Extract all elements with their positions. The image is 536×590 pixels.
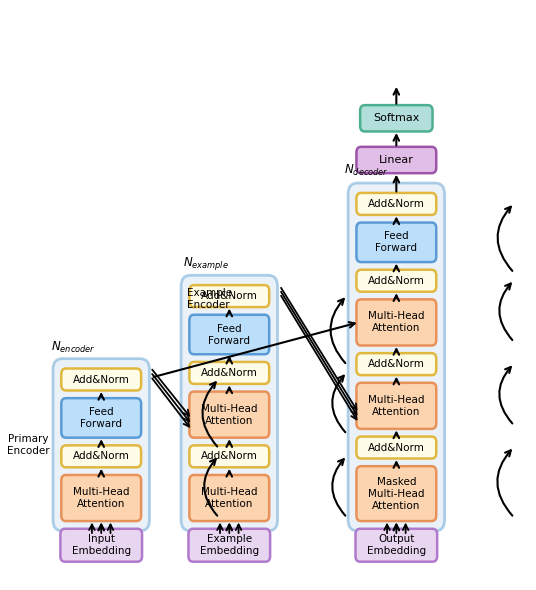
FancyBboxPatch shape [189, 362, 269, 384]
Text: Primary
Encoder: Primary Encoder [6, 434, 49, 455]
Text: Feed
Forward: Feed Forward [209, 323, 250, 346]
Text: Add&Norm: Add&Norm [368, 199, 425, 209]
Text: Add&Norm: Add&Norm [201, 368, 258, 378]
FancyBboxPatch shape [181, 276, 278, 531]
Text: Add&Norm: Add&Norm [368, 359, 425, 369]
Text: Softmax: Softmax [373, 113, 420, 123]
FancyBboxPatch shape [356, 383, 436, 429]
FancyBboxPatch shape [189, 529, 270, 562]
Text: Add&Norm: Add&Norm [73, 375, 130, 385]
Text: Input
Embedding: Input Embedding [72, 534, 131, 556]
FancyBboxPatch shape [360, 105, 433, 132]
Text: Add&Norm: Add&Norm [368, 276, 425, 286]
FancyBboxPatch shape [61, 369, 141, 391]
FancyBboxPatch shape [356, 270, 436, 291]
Text: Feed
Forward: Feed Forward [375, 231, 418, 253]
Text: Add&Norm: Add&Norm [73, 451, 130, 461]
Text: Masked
Multi-Head
Attention: Masked Multi-Head Attention [368, 477, 425, 510]
FancyBboxPatch shape [356, 222, 436, 262]
FancyBboxPatch shape [348, 183, 444, 531]
FancyBboxPatch shape [61, 445, 141, 467]
Text: Example
Encoder: Example Encoder [187, 289, 232, 310]
FancyBboxPatch shape [189, 314, 269, 354]
FancyBboxPatch shape [61, 475, 141, 521]
FancyBboxPatch shape [189, 475, 269, 521]
FancyBboxPatch shape [189, 392, 269, 438]
Text: Output
Embedding: Output Embedding [367, 534, 426, 556]
Text: Feed
Forward: Feed Forward [80, 407, 122, 429]
FancyBboxPatch shape [356, 147, 436, 173]
Text: Multi-Head
Attention: Multi-Head Attention [201, 487, 257, 509]
Text: $N_{decoder}$: $N_{decoder}$ [344, 162, 389, 178]
FancyBboxPatch shape [355, 529, 437, 562]
FancyBboxPatch shape [61, 529, 142, 562]
FancyBboxPatch shape [189, 285, 269, 307]
Text: Multi-Head
Attention: Multi-Head Attention [73, 487, 130, 509]
FancyBboxPatch shape [61, 398, 141, 438]
FancyBboxPatch shape [356, 466, 436, 521]
Text: Example
Embedding: Example Embedding [200, 534, 259, 556]
FancyBboxPatch shape [356, 353, 436, 375]
FancyBboxPatch shape [53, 359, 150, 531]
FancyBboxPatch shape [356, 437, 436, 458]
FancyBboxPatch shape [356, 299, 436, 346]
Text: Multi-Head
Attention: Multi-Head Attention [368, 395, 425, 417]
FancyBboxPatch shape [356, 193, 436, 215]
Text: Linear: Linear [379, 155, 414, 165]
Text: $N_{encoder}$: $N_{encoder}$ [51, 340, 96, 355]
FancyBboxPatch shape [189, 445, 269, 467]
Text: Multi-Head
Attention: Multi-Head Attention [201, 404, 257, 425]
Text: Add&Norm: Add&Norm [201, 291, 258, 301]
Text: Add&Norm: Add&Norm [201, 451, 258, 461]
Text: $N_{example}$: $N_{example}$ [183, 255, 229, 272]
Text: Multi-Head
Attention: Multi-Head Attention [368, 312, 425, 333]
Text: Add&Norm: Add&Norm [368, 442, 425, 453]
